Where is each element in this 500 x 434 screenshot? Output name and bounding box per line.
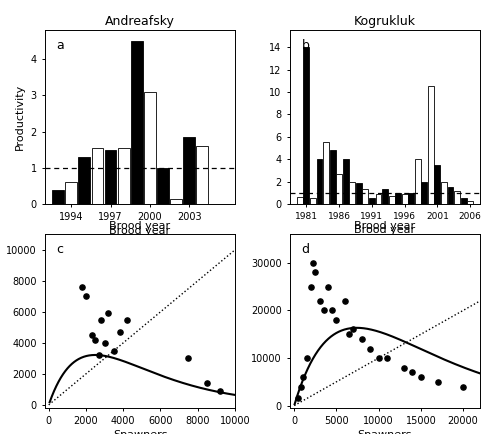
Point bbox=[366, 345, 374, 352]
Point bbox=[116, 329, 124, 335]
Bar bbox=[434, 165, 440, 204]
Bar bbox=[336, 174, 342, 204]
Point bbox=[92, 336, 100, 343]
Point bbox=[312, 269, 320, 276]
Text: c: c bbox=[56, 243, 64, 256]
Point bbox=[100, 339, 108, 346]
Point bbox=[345, 331, 353, 338]
Bar bbox=[297, 197, 303, 204]
Point bbox=[358, 335, 366, 342]
Point bbox=[408, 369, 416, 376]
Bar bbox=[342, 159, 348, 204]
Bar bbox=[183, 137, 195, 204]
Bar bbox=[356, 183, 362, 204]
Point bbox=[297, 383, 305, 390]
Bar bbox=[52, 190, 64, 204]
Bar bbox=[428, 86, 434, 204]
Bar bbox=[170, 198, 182, 204]
Bar bbox=[330, 150, 336, 204]
Point bbox=[104, 310, 112, 317]
Point bbox=[350, 326, 358, 333]
Point bbox=[400, 364, 408, 371]
Bar bbox=[78, 157, 90, 204]
Point bbox=[78, 283, 86, 290]
Point bbox=[95, 352, 103, 359]
Bar bbox=[460, 198, 466, 204]
Bar bbox=[382, 189, 388, 204]
Bar bbox=[467, 201, 473, 204]
Bar bbox=[118, 148, 130, 204]
Point bbox=[332, 316, 340, 323]
Point bbox=[309, 260, 317, 266]
Text: a: a bbox=[56, 39, 64, 52]
Bar bbox=[395, 193, 401, 204]
Point bbox=[203, 380, 211, 387]
Text: d: d bbox=[302, 243, 310, 256]
Bar bbox=[323, 142, 329, 204]
Bar bbox=[196, 146, 208, 204]
Bar bbox=[408, 193, 414, 204]
Point bbox=[307, 283, 315, 290]
Point bbox=[316, 297, 324, 304]
Bar bbox=[441, 181, 447, 204]
Bar bbox=[92, 148, 104, 204]
Bar bbox=[369, 198, 375, 204]
Point bbox=[434, 378, 442, 385]
Point bbox=[216, 388, 224, 395]
Bar bbox=[131, 41, 142, 204]
X-axis label: Spawners: Spawners bbox=[358, 431, 412, 434]
Bar bbox=[157, 168, 169, 204]
Title: Brood year: Brood year bbox=[354, 221, 416, 231]
Bar bbox=[362, 189, 368, 204]
X-axis label: Brood year: Brood year bbox=[110, 227, 170, 237]
Bar bbox=[316, 159, 322, 204]
Bar bbox=[402, 194, 407, 204]
Bar bbox=[66, 182, 77, 204]
Point bbox=[341, 297, 349, 304]
Bar bbox=[144, 92, 156, 204]
Point bbox=[374, 355, 382, 362]
Point bbox=[184, 355, 192, 362]
Point bbox=[82, 293, 90, 300]
Title: Kogrukluk: Kogrukluk bbox=[354, 15, 416, 28]
Point bbox=[88, 332, 96, 339]
X-axis label: Brood year: Brood year bbox=[354, 226, 416, 236]
Point bbox=[110, 347, 118, 354]
Bar bbox=[415, 159, 420, 204]
Bar bbox=[422, 181, 428, 204]
Point bbox=[123, 316, 131, 323]
Bar bbox=[448, 187, 454, 204]
Title: Andreafsky: Andreafsky bbox=[105, 15, 175, 28]
Point bbox=[324, 283, 332, 290]
Bar bbox=[304, 47, 310, 204]
Bar bbox=[310, 198, 316, 204]
X-axis label: Spawners: Spawners bbox=[113, 431, 167, 434]
Bar bbox=[350, 181, 355, 204]
Point bbox=[97, 316, 105, 323]
Point bbox=[459, 383, 467, 390]
Bar bbox=[104, 150, 117, 204]
Point bbox=[383, 355, 391, 362]
Point bbox=[303, 355, 311, 362]
Point bbox=[320, 307, 328, 314]
Bar bbox=[454, 191, 460, 204]
Bar bbox=[388, 196, 394, 204]
Point bbox=[417, 374, 425, 381]
Title: Brood year: Brood year bbox=[110, 221, 170, 231]
Text: b: b bbox=[302, 39, 310, 52]
Point bbox=[328, 307, 336, 314]
Point bbox=[294, 395, 302, 402]
Point bbox=[298, 374, 306, 381]
Y-axis label: Productivity: Productivity bbox=[15, 84, 25, 150]
Bar bbox=[376, 194, 382, 204]
